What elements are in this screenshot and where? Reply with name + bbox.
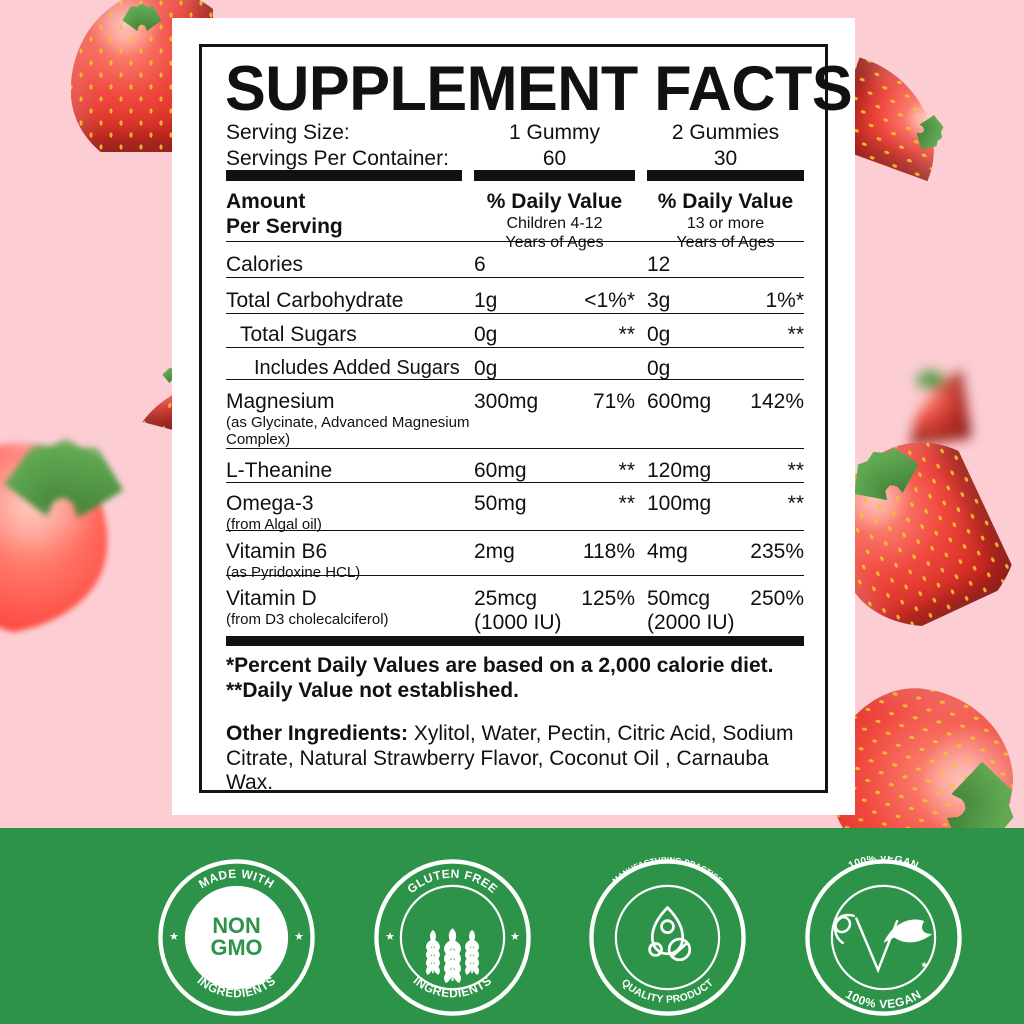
svg-text:100% VEGAN: 100% VEGAN xyxy=(847,856,920,872)
svg-text:★: ★ xyxy=(510,931,520,943)
svg-text:★: ★ xyxy=(169,931,179,943)
svg-text:★: ★ xyxy=(294,931,304,943)
svg-text:GMO: GMO xyxy=(211,935,263,960)
svg-text:QUALITY PRODUCT: QUALITY PRODUCT xyxy=(619,977,716,1006)
svg-text:★: ★ xyxy=(385,931,395,943)
svg-text:★: ★ xyxy=(920,959,928,969)
svg-text:MANUFACTURING PRACTICE: MANUFACTURING PRACTICE xyxy=(611,856,725,885)
